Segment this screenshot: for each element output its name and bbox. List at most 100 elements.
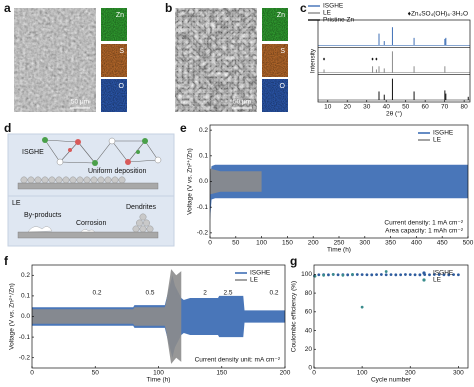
x-tick-label: 200 bbox=[405, 370, 416, 377]
x-tick-label: 300 bbox=[359, 240, 370, 247]
schematic-label: ISGHE bbox=[22, 149, 44, 156]
x-tick-label: 10 bbox=[324, 104, 332, 111]
y-tick-label: 60 bbox=[305, 309, 313, 316]
point bbox=[447, 273, 451, 277]
point bbox=[428, 273, 431, 277]
diamond-marker: ♦ bbox=[375, 56, 378, 62]
x-tick-label: 50 bbox=[232, 240, 240, 247]
legend-swatch bbox=[422, 278, 426, 282]
network bbox=[44, 139, 159, 164]
x-tick-label: 0 bbox=[312, 370, 316, 377]
point bbox=[327, 273, 330, 277]
y-tick-label: 0.1 bbox=[199, 153, 208, 160]
voltage-band bbox=[210, 168, 262, 195]
y-tick-label: 40 bbox=[305, 327, 313, 334]
legend-swatch bbox=[422, 271, 426, 275]
map-label: S bbox=[119, 48, 124, 55]
annotation: 0.2 bbox=[269, 290, 278, 297]
x-axis-label: 2θ (°) bbox=[386, 110, 402, 118]
plot-frame bbox=[317, 19, 471, 103]
map-texture bbox=[262, 8, 288, 41]
legend-label: ISGHE bbox=[433, 270, 454, 277]
x-tick-label: 0 bbox=[30, 370, 34, 377]
x-tick-label: 100 bbox=[256, 240, 267, 247]
point bbox=[322, 273, 326, 277]
schematic: ISGHE Uniform deposition LE By-products … bbox=[7, 133, 175, 247]
y-axis-label: Intensity bbox=[310, 48, 317, 73]
x-tick-label: 100 bbox=[357, 370, 368, 377]
annotation: 0.5 bbox=[145, 290, 154, 297]
point bbox=[442, 273, 446, 277]
x-tick-label: 200 bbox=[308, 240, 319, 247]
point bbox=[413, 273, 417, 277]
y-axis-label: Voltage (V vs. Zn²⁺/Zn) bbox=[9, 283, 16, 350]
map-label: Zn bbox=[116, 12, 124, 19]
annotation: 2.5 bbox=[223, 290, 232, 297]
legend-label: ISGHE bbox=[323, 3, 344, 10]
x-tick-label: 150 bbox=[216, 370, 227, 377]
y-tick-label: 0 bbox=[308, 365, 312, 372]
point bbox=[370, 273, 374, 277]
x-axis-label: Time (h) bbox=[147, 377, 171, 384]
x-tick-label: 200 bbox=[280, 370, 291, 377]
x-tick-label: 300 bbox=[453, 370, 464, 377]
voltage-band bbox=[32, 269, 182, 364]
point bbox=[384, 273, 388, 277]
scale-label: 50 μm bbox=[71, 99, 89, 106]
legend-label: LE bbox=[323, 10, 332, 17]
panel-label: g bbox=[290, 254, 297, 268]
y-tick-label: -0.1 bbox=[19, 334, 31, 341]
point bbox=[404, 273, 407, 276]
y-tick-label: -0.2 bbox=[19, 354, 31, 361]
legend-label: LE bbox=[433, 137, 442, 144]
point bbox=[379, 273, 383, 276]
map-texture bbox=[262, 79, 288, 112]
map-label: O bbox=[280, 83, 286, 90]
panel-label: e bbox=[180, 121, 187, 135]
schematic-label: Corrosion bbox=[76, 220, 106, 227]
x-tick-label: 0 bbox=[208, 240, 212, 247]
x-tick-label: 450 bbox=[437, 240, 448, 247]
point bbox=[336, 273, 340, 277]
schematic-label: By-products bbox=[24, 212, 62, 219]
panel-label: b bbox=[165, 1, 172, 15]
x-tick-label: 40 bbox=[383, 104, 391, 111]
annotation: 2 bbox=[203, 290, 207, 297]
panel-label: d bbox=[4, 121, 11, 135]
legend-label: ISGHE bbox=[433, 130, 454, 137]
point bbox=[346, 273, 350, 277]
x-tick-label: 20 bbox=[344, 104, 352, 111]
point bbox=[317, 273, 321, 277]
x-tick-label: 60 bbox=[422, 104, 430, 111]
point bbox=[360, 305, 364, 309]
point bbox=[360, 273, 364, 277]
x-axis-label: Time (h) bbox=[327, 247, 351, 254]
panel-label: c bbox=[300, 1, 307, 15]
annotation: ♦Zn₄SO₄(OH)₆·3H₂O bbox=[408, 11, 468, 18]
x-tick-label: 50 bbox=[92, 370, 100, 377]
point bbox=[456, 273, 460, 277]
y-tick-label: -0.2 bbox=[197, 230, 209, 237]
x-tick-label: 30 bbox=[363, 104, 371, 111]
y-tick-label: 80 bbox=[305, 290, 313, 297]
y-axis-label: Coulombic efficiency (%) bbox=[291, 281, 298, 352]
legend-label: ISGHE bbox=[250, 270, 271, 277]
y-tick-label: -0.1 bbox=[197, 204, 209, 211]
panel-label: a bbox=[4, 1, 11, 15]
sem-image bbox=[175, 8, 257, 112]
y-tick-label: 20 bbox=[305, 346, 313, 353]
map-texture bbox=[101, 8, 127, 41]
point bbox=[341, 273, 345, 277]
legend-label: LE bbox=[250, 277, 259, 284]
point bbox=[452, 273, 455, 277]
y-tick-label: 100 bbox=[301, 271, 312, 278]
point bbox=[394, 273, 398, 277]
x-tick-label: 500 bbox=[463, 240, 474, 247]
x-axis-label: Cycle number bbox=[371, 377, 412, 384]
map-label: S bbox=[280, 48, 285, 55]
panel-label: f bbox=[4, 254, 9, 268]
y-tick-label: 0.1 bbox=[21, 293, 30, 300]
map-label: Zn bbox=[277, 12, 285, 19]
